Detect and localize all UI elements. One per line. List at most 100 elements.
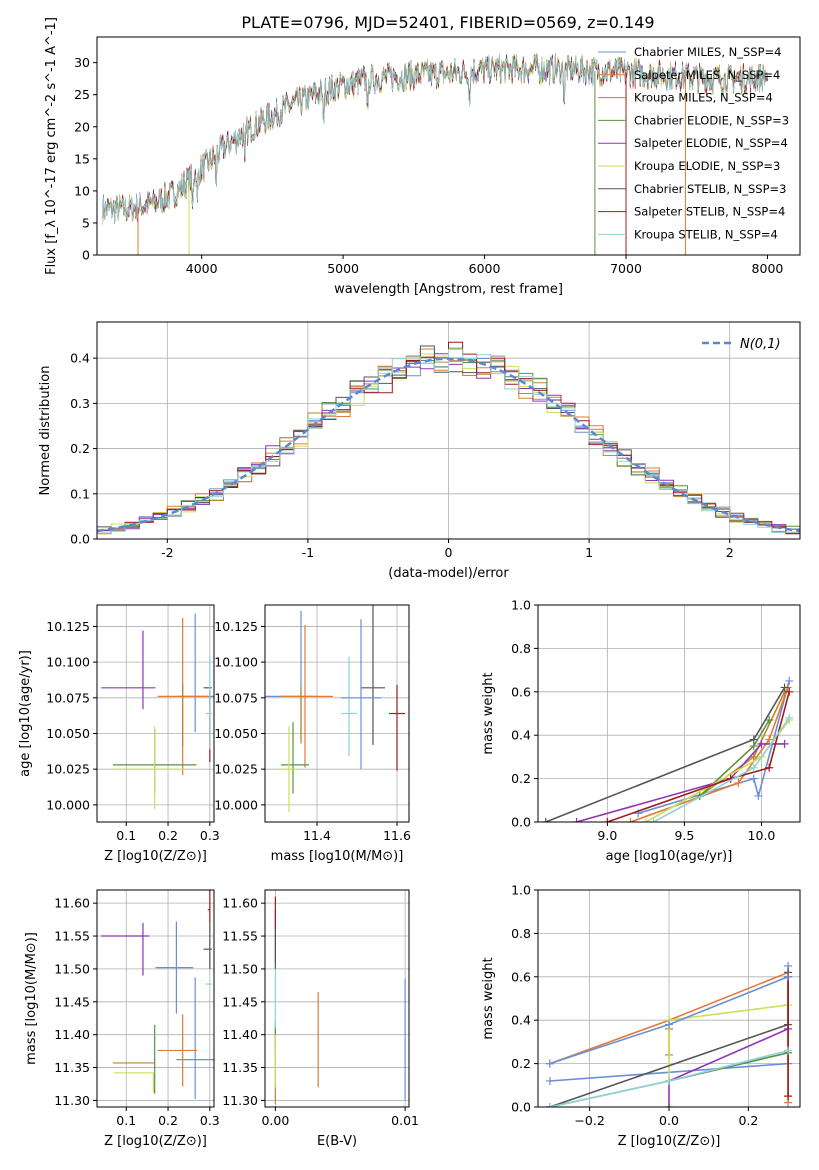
axes-frame	[537, 604, 801, 823]
y-tick-label: 11.50	[222, 961, 258, 976]
axes-frame	[96, 36, 801, 256]
x-axis-label: mass [log10(M/M⊙)]	[271, 849, 404, 864]
y-tick-label: 0	[82, 248, 90, 263]
y-axis-label: mass weight	[481, 957, 496, 1039]
x-tick-label: 0.1	[116, 828, 136, 843]
y-tick-label: 10.125	[46, 619, 90, 634]
y-tick-label: 30	[74, 55, 90, 70]
weight-marker	[749, 763, 758, 772]
weight-marker	[665, 1076, 673, 1085]
weight-marker	[765, 735, 774, 744]
x-tick-label: 1	[585, 545, 593, 560]
weight-marker	[545, 1059, 554, 1068]
histogram-series	[97, 348, 800, 534]
weight-marker	[785, 713, 794, 722]
weight-line	[576, 743, 785, 822]
y-tick-label: 0.4	[511, 728, 531, 743]
y-tick-label: 10	[74, 183, 90, 198]
x-tick-label: 0.0	[659, 1113, 679, 1128]
weight-marker	[765, 763, 774, 772]
x-axis-label: age [log10(age/yr)]	[606, 849, 733, 864]
y-tick-label: 11.30	[222, 1093, 258, 1108]
spectrum-panel: 4000 5000 6000 7000 8000 0 5 10 15 20 25 30 waveleng…	[44, 17, 801, 297]
y-tick-label: 11.40	[54, 1027, 90, 1042]
y-tick-label: 0.2	[511, 1056, 531, 1071]
y-axis-label: Normed distribution	[38, 366, 53, 496]
y-tick-label: 15	[74, 151, 90, 166]
weight-marker	[665, 1103, 673, 1107]
y-tick-label: 10.075	[214, 690, 258, 705]
y-tick-label: 10.075	[46, 690, 90, 705]
x-tick-label: 10.0	[748, 828, 776, 843]
mass-vs-metallicity-panel: 0.1 0.2 0.3 11.30 11.35 11.40 11.45 11.50 11.55 1…	[24, 889, 220, 1149]
x-axis-label: wavelength [Angstrom, rest frame]	[334, 282, 563, 297]
x-tick-label: 0.2	[158, 828, 178, 843]
y-tick-label: 11.55	[54, 929, 90, 944]
weight-marker	[572, 818, 581, 822]
y-tick-label: 1.0	[511, 598, 531, 613]
x-tick-label: 8000	[752, 261, 784, 276]
legend-label: Salpeter ELODIE, N_SSP=4	[634, 136, 788, 150]
weight-vs-metallicity-panel: −0.2 0.0 0.2 0.0 0.2 0.4 0.6 0.8 1.0 Z [log10(Z/Z…	[481, 883, 801, 1149]
x-tick-label: 0.2	[158, 1113, 178, 1128]
legend-label: Chabrier MILES, N_SSP=4	[634, 45, 781, 59]
weight-marker	[626, 818, 635, 822]
age-vs-mass-panel: 11.4 11.6 10.000 10.025 10.050 10.075 10.100 10…	[214, 604, 411, 864]
y-tick-label: 10.000	[46, 797, 90, 812]
y-tick-label: 0.8	[511, 641, 531, 656]
y-tick-label: 0.2	[511, 771, 531, 786]
x-tick-label: -2	[161, 545, 173, 560]
y-tick-label: 0.4	[511, 1013, 531, 1028]
weight-marker	[545, 1103, 554, 1107]
weight-marker	[649, 818, 658, 822]
axes-frame	[264, 889, 410, 1108]
legend-label: Salpeter STELIB, N_SSP=4	[634, 205, 785, 219]
weight-marker	[765, 716, 774, 725]
weight-marker	[754, 791, 763, 800]
legend-label: Kroupa ELODIE, N_SSP=3	[634, 159, 780, 173]
y-axis-label: age [log10(age/yr)]	[18, 650, 33, 777]
y-tick-label: 11.40	[222, 1027, 258, 1042]
axes-frame	[96, 604, 215, 823]
y-tick-label: 0.2	[70, 441, 90, 456]
y-tick-label: 11.50	[54, 961, 90, 976]
x-tick-label: 0.3	[200, 1113, 220, 1128]
x-axis-label: Z [log10(Z/Z⊙)]	[104, 1134, 207, 1149]
weight-line	[637, 680, 790, 815]
x-axis-label: E(B-V)	[317, 1134, 357, 1149]
axes-frame	[96, 889, 215, 1108]
y-axis-label: mass weight	[481, 672, 496, 754]
x-axis-label: Z [log10(Z/Z⊙)]	[104, 849, 207, 864]
weight-marker	[641, 818, 650, 822]
y-tick-label: 10.125	[214, 619, 258, 634]
spectrum-line	[102, 53, 768, 223]
weight-marker	[749, 735, 758, 744]
weight-marker	[757, 739, 766, 748]
weight-vs-age-panel: 9.0 9.5 10.0 0.0 0.2 0.4 0.6 0.8 1.0 age [log10(a…	[481, 598, 801, 864]
legend-label: Kroupa MILES, N_SSP=4	[634, 91, 773, 105]
spectrum-line	[102, 55, 768, 222]
x-tick-label: 2	[726, 545, 734, 560]
mass-vs-ebv-panel: 0.00 0.01 11.30 11.35 11.40 11.45 11.50 11.55 11…	[222, 889, 419, 1149]
legend-label: Chabrier ELODIE, N_SSP=3	[634, 113, 789, 127]
weight-marker	[785, 687, 794, 696]
y-tick-label: 0.6	[511, 969, 531, 984]
x-tick-label: -1	[302, 545, 314, 560]
weight-marker	[545, 1076, 554, 1085]
y-tick-label: 11.60	[222, 896, 258, 911]
x-tick-label: 11.6	[383, 828, 411, 843]
y-tick-label: 0.1	[70, 486, 90, 501]
weight-marker	[784, 1046, 793, 1055]
x-tick-label: 0.2	[738, 1113, 758, 1128]
y-tick-label: 0.0	[511, 1100, 531, 1115]
legend-label: Kroupa STELIB, N_SSP=4	[634, 227, 778, 241]
x-tick-label: 4000	[186, 261, 218, 276]
age-vs-metallicity-panel: 0.1 0.2 0.3 10.000 10.025 10.050 10.075 10.100 1…	[18, 604, 220, 864]
y-tick-label: 10.050	[46, 726, 90, 741]
x-tick-label: 0.00	[261, 1113, 289, 1128]
y-tick-label: 11.30	[54, 1093, 90, 1108]
weight-marker	[603, 818, 612, 822]
weight-marker	[749, 752, 758, 761]
figure-title: PLATE=0796, MJD=52401, FIBERID=0569, z=0…	[241, 13, 654, 32]
